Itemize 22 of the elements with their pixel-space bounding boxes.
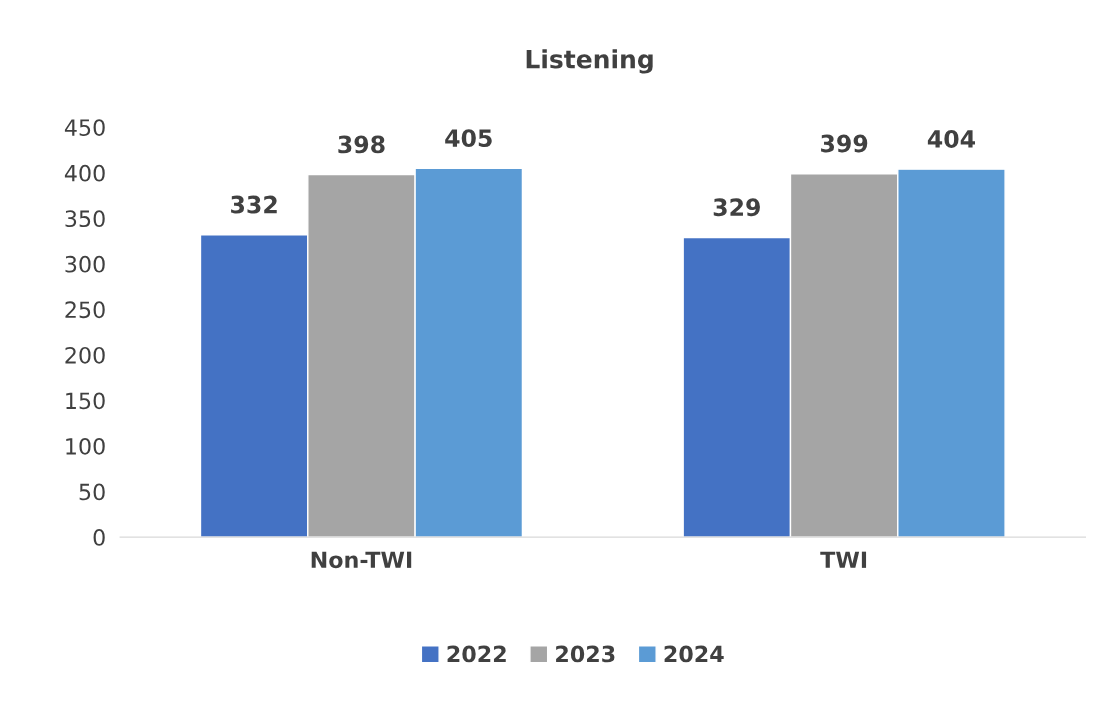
chart-title: Listening [526,49,653,74]
x-tick-label: TWI [820,551,867,568]
data-label: 405 [445,129,492,147]
y-tick-label: 50 [79,483,105,501]
y-tick-label: 100 [66,437,105,455]
y-tick-label: 350 [65,210,105,228]
y-tick-label: 200 [65,346,105,364]
y-tick-label: 150 [66,392,105,410]
data-label: 329 [713,198,760,217]
legend-label: 2022 [447,645,506,663]
legend-label: 2024 [664,645,724,663]
y-tick-label: 400 [64,164,105,182]
data-label: 404 [927,130,976,148]
y-tick-label: 0 [93,529,105,546]
data-label: 398 [338,135,385,154]
legend-label: 2023 [556,645,615,663]
y-tick-label: 250 [65,301,105,319]
y-tick-label: 450 [64,119,105,136]
y-tick-label: 300 [65,255,105,273]
data-label: 399 [821,134,868,153]
x-tick-label: Non-TWI [311,551,412,569]
data-label: 332 [231,195,277,214]
